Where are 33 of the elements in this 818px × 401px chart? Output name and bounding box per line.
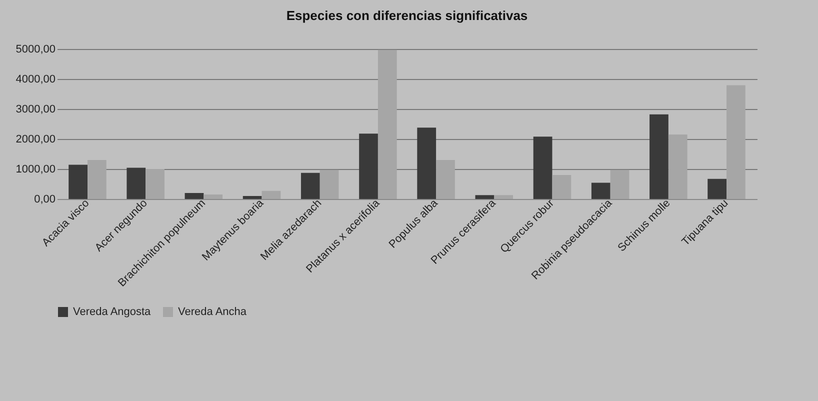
bar <box>552 175 572 199</box>
chart-title: Especies con diferencias significativas <box>286 8 528 23</box>
y-tick-label: 1000,00 <box>16 164 56 176</box>
bar <box>378 50 397 199</box>
bar <box>533 136 552 199</box>
y-tick-label: 3000,00 <box>16 104 56 116</box>
legend-label: Vereda Ancha <box>178 306 248 318</box>
bar <box>359 134 378 199</box>
bar <box>726 85 746 199</box>
y-tick-label: 2000,00 <box>16 134 56 146</box>
y-tick-label: 0,00 <box>34 194 56 206</box>
bar <box>668 134 688 199</box>
bar <box>320 170 339 199</box>
bar <box>610 170 630 199</box>
bar <box>650 114 668 199</box>
legend-label: Vereda Angosta <box>73 306 152 318</box>
bar <box>204 194 223 199</box>
bar <box>475 195 494 199</box>
bar <box>242 196 262 199</box>
y-tick-label: 4000,00 <box>16 74 56 86</box>
bar <box>436 160 455 199</box>
bar <box>68 164 88 199</box>
bar <box>184 193 204 199</box>
bar <box>126 168 146 199</box>
bar <box>591 182 610 199</box>
bar <box>262 190 281 199</box>
bar <box>146 169 164 199</box>
bar <box>708 178 726 199</box>
bar <box>88 160 106 199</box>
bar <box>300 172 320 199</box>
bar <box>494 195 514 199</box>
bar <box>417 128 436 199</box>
y-tick-label: 5000,00 <box>16 44 56 56</box>
